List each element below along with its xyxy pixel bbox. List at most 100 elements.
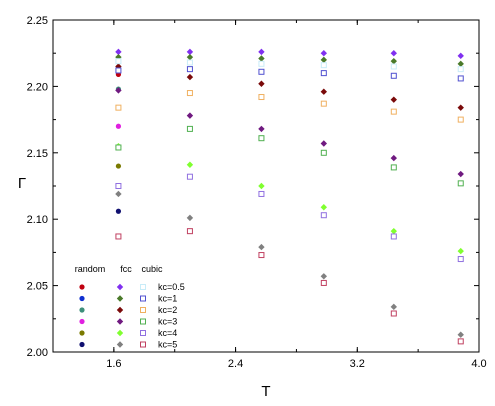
data-point-cubic	[186, 228, 193, 235]
legend-label: kc=2	[158, 305, 177, 315]
legend-fcc-marker	[116, 283, 124, 291]
data-point-fcc	[320, 273, 328, 280]
data-point-cubic	[320, 212, 327, 219]
legend-cubic-marker	[140, 295, 146, 302]
data-point-cubic	[320, 149, 327, 156]
data-point-fcc	[320, 56, 328, 64]
data-point-cubic	[186, 59, 193, 66]
data-point-cubic	[186, 125, 193, 132]
data-point-cubic	[320, 279, 327, 286]
data-point-cubic	[457, 256, 464, 263]
data-point-random	[115, 163, 122, 169]
legend-random-marker	[79, 307, 85, 313]
tick-labels: 1.6 2.4 3.2 4.0 2.00 2.05 2.10 2.15 2.20 2.25	[27, 15, 487, 370]
data-point-fcc	[390, 50, 397, 57]
data-point-random	[115, 123, 122, 129]
legend-cubic-marker	[140, 284, 146, 290]
data-point-fcc	[186, 161, 194, 168]
data-markers	[115, 48, 464, 345]
data-point-cubic	[390, 108, 397, 115]
legend-column-header: fcc	[120, 264, 132, 274]
x-tick-label: 3.2	[350, 358, 365, 370]
data-point-fcc	[258, 48, 265, 56]
data-point-fcc	[258, 182, 265, 190]
data-point-cubic	[457, 180, 464, 187]
legend-label: kc=3	[158, 317, 177, 327]
legend-fcc-marker	[116, 341, 124, 348]
data-point-cubic	[390, 72, 397, 79]
data-point-fcc	[390, 227, 397, 235]
data-point-fcc	[186, 48, 194, 56]
data-point-fcc	[258, 80, 265, 87]
data-point-fcc	[186, 112, 194, 119]
x-tick-label: 4.0	[471, 358, 486, 370]
legend-fcc-marker	[116, 306, 124, 314]
data-point-random	[115, 208, 122, 214]
data-point-cubic	[457, 75, 464, 82]
data-point-cubic	[186, 66, 193, 73]
data-point-fcc	[258, 125, 265, 133]
data-point-cubic	[115, 58, 122, 65]
data-point-fcc	[457, 60, 464, 68]
legend-label: kc=1	[158, 294, 177, 304]
x-tick-label: 1.6	[106, 358, 121, 370]
data-point-cubic	[320, 62, 327, 69]
data-point-cubic	[115, 67, 122, 74]
legend-column-header: cubic	[141, 264, 163, 274]
data-point-fcc	[457, 247, 464, 255]
data-point-fcc	[457, 331, 464, 338]
y-tick-label: 2.25	[27, 15, 48, 27]
data-point-fcc	[390, 96, 397, 103]
data-point-cubic	[186, 173, 193, 180]
legend-random-marker	[79, 318, 85, 325]
data-point-fcc	[115, 87, 122, 94]
data-point-fcc	[115, 190, 122, 198]
y-tick-label: 2.10	[27, 214, 48, 226]
y-tick-label: 2.05	[27, 281, 48, 293]
data-point-fcc	[457, 104, 464, 111]
legend-fcc-marker	[116, 295, 124, 302]
x-tick-label: 2.4	[228, 358, 243, 370]
data-point-cubic	[258, 135, 265, 142]
legend: random fcc cubic kc=0.5 kc=1kc=2 kc=3kc=4 kc=5	[75, 264, 185, 350]
legend-fcc-marker	[116, 318, 124, 325]
legend-fcc-marker	[116, 329, 124, 337]
legend-random-marker	[79, 341, 85, 348]
data-point-fcc	[186, 214, 194, 222]
data-point-fcc	[390, 154, 397, 162]
data-point-cubic	[390, 63, 397, 70]
legend-label: kc=4	[158, 328, 177, 338]
legend-cubic-marker	[140, 307, 146, 313]
data-point-cubic	[258, 60, 265, 67]
legend-cubic-marker	[140, 318, 146, 325]
data-point-fcc	[258, 243, 265, 251]
legend-label: kc=0.5	[158, 282, 185, 292]
data-point-cubic	[258, 68, 265, 75]
data-point-cubic	[390, 233, 397, 240]
data-point-fcc	[258, 55, 265, 62]
y-tick-label: 2.15	[27, 148, 48, 160]
data-point-cubic	[115, 144, 122, 151]
data-point-cubic	[115, 183, 122, 189]
data-point-cubic	[258, 94, 265, 101]
x-axis-title: T	[261, 383, 270, 400]
legend-column-header: random	[75, 264, 106, 274]
y-tick-label: 2.20	[27, 81, 48, 93]
legend-cubic-marker	[140, 330, 146, 336]
data-point-cubic	[115, 104, 122, 111]
data-point-cubic	[390, 164, 397, 171]
data-point-cubic	[186, 90, 193, 97]
data-point-cubic	[457, 338, 464, 345]
data-point-cubic	[115, 233, 122, 240]
legend-random-marker	[79, 284, 85, 290]
y-axis-title: Γ	[18, 175, 26, 192]
axis-ticks	[52, 19, 480, 353]
data-point-cubic	[457, 66, 464, 73]
data-point-fcc	[320, 204, 328, 211]
data-point-fcc	[320, 140, 328, 147]
data-point-cubic	[320, 70, 327, 77]
legend-label: kc=5	[158, 340, 177, 350]
data-point-fcc	[115, 48, 122, 56]
data-point-fcc	[390, 57, 397, 65]
